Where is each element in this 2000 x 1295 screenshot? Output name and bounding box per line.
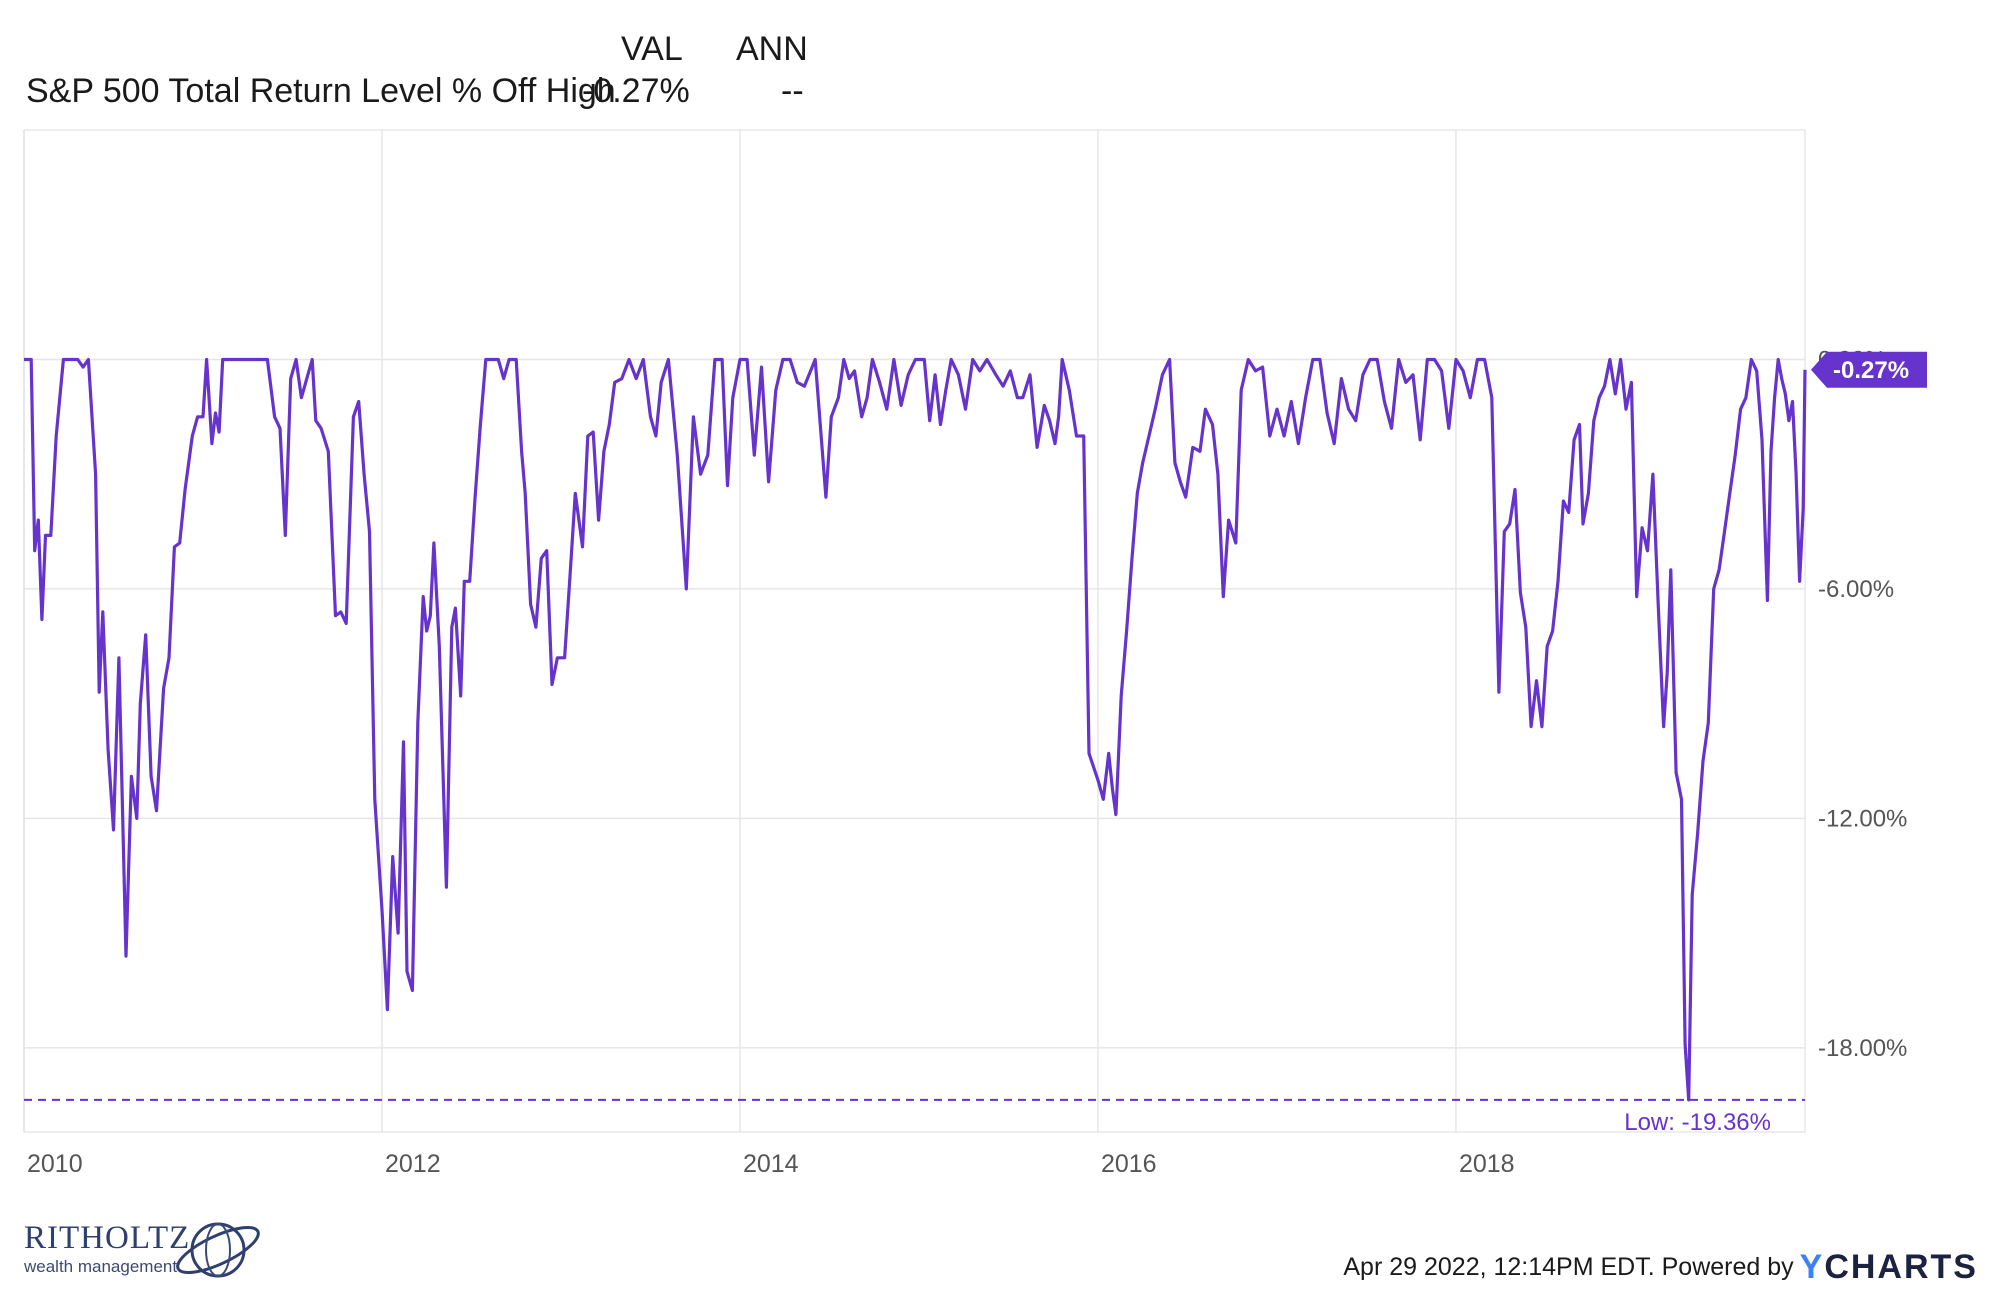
y-tick-label: -12.00% — [1818, 805, 1907, 832]
legend-series-name: S&P 500 Total Return Level % Off High — [26, 72, 616, 110]
footer-timestamp: Apr 29 2022, 12:14PM EDT. Powered by — [1343, 1253, 1794, 1281]
y-tick-label: -6.00% — [1818, 576, 1894, 603]
chart-grid — [23, 130, 1805, 1132]
low-label: Low: -19.36% — [1624, 1109, 1771, 1136]
ycharts-logo[interactable]: YCHARTS — [1799, 1248, 1978, 1286]
logo-subtitle: wealth management — [24, 1257, 178, 1276]
last-value-tag-bg — [1811, 351, 1927, 388]
logo-name: RITHOLTZ — [24, 1220, 191, 1256]
x-tick-label: 2012 — [385, 1150, 441, 1178]
plot-frame — [23, 129, 1806, 1133]
legend-col-ann: ANN — [736, 30, 808, 68]
y-tick-label: -18.00% — [1818, 1035, 1907, 1062]
y-axis: 0.00%-6.00%-12.00%-18.00% — [1818, 346, 1907, 1061]
legend-col-val: VAL — [621, 30, 683, 68]
last-value-label: -0.27% — [1833, 357, 1909, 384]
x-axis: 2010 2012 2014 2016 2018 — [27, 1150, 1515, 1178]
last-value-tag: -0.27% — [1811, 351, 1927, 388]
x-tick-label: 2016 — [1101, 1150, 1157, 1178]
x-tick-label: 2014 — [743, 1150, 799, 1178]
x-tick-label: 2018 — [1459, 1150, 1515, 1178]
footer: Apr 29 2022, 12:14PM EDT. Powered by YCH… — [1343, 1248, 1978, 1287]
legend-series-ann: -- — [781, 72, 804, 110]
globe-icon — [176, 1222, 260, 1278]
series-line — [24, 357, 1807, 1102]
x-tick-label: 2010 — [27, 1150, 83, 1178]
ritholtz-logo: RITHOLTZ wealth management — [24, 1220, 260, 1278]
legend-series-val: -0.27% — [582, 72, 690, 110]
